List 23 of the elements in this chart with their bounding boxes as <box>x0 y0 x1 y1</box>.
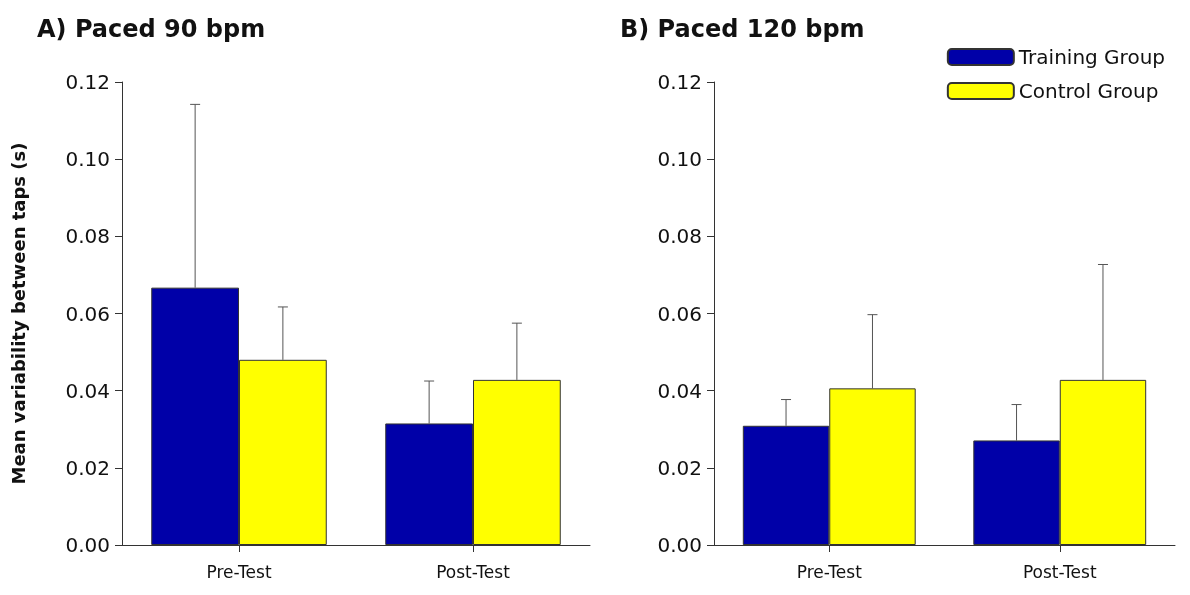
chart-title: A) Paced 90 bpm <box>37 15 266 43</box>
y-tick-label: 0.10 <box>65 147 110 172</box>
legend-label: Control Group <box>1018 79 1159 103</box>
y-tick-label: 0.06 <box>657 301 702 326</box>
y-tick-label: 0.04 <box>657 378 702 403</box>
chart-title: B) Paced 120 bpm <box>620 15 865 43</box>
y-tick-label: 0.08 <box>657 224 702 249</box>
y-tick-label: 0.00 <box>65 533 110 557</box>
y-axis-title: Mean variability between taps (s) <box>7 142 29 485</box>
y-tick-label: 0.06 <box>65 301 110 326</box>
y-tick-label: 0.00 <box>657 533 702 557</box>
x-tick-label: Post-Test <box>436 561 511 582</box>
legend-label: Training Group <box>1017 45 1166 69</box>
y-tick-label: 0.02 <box>65 455 110 480</box>
y-tick-label: 0.04 <box>65 378 110 403</box>
y-tick-label: 0.10 <box>657 147 702 172</box>
x-tick-label: Pre-Test <box>206 561 272 582</box>
y-tick-label: 0.02 <box>657 455 702 480</box>
x-tick-label: Post-Test <box>1022 561 1097 582</box>
y-tick-label: 0.08 <box>65 224 110 249</box>
y-tick-label: 0.12 <box>657 70 702 94</box>
y-tick-label: 0.12 <box>65 70 110 94</box>
x-tick-label: Pre-Test <box>796 561 863 582</box>
